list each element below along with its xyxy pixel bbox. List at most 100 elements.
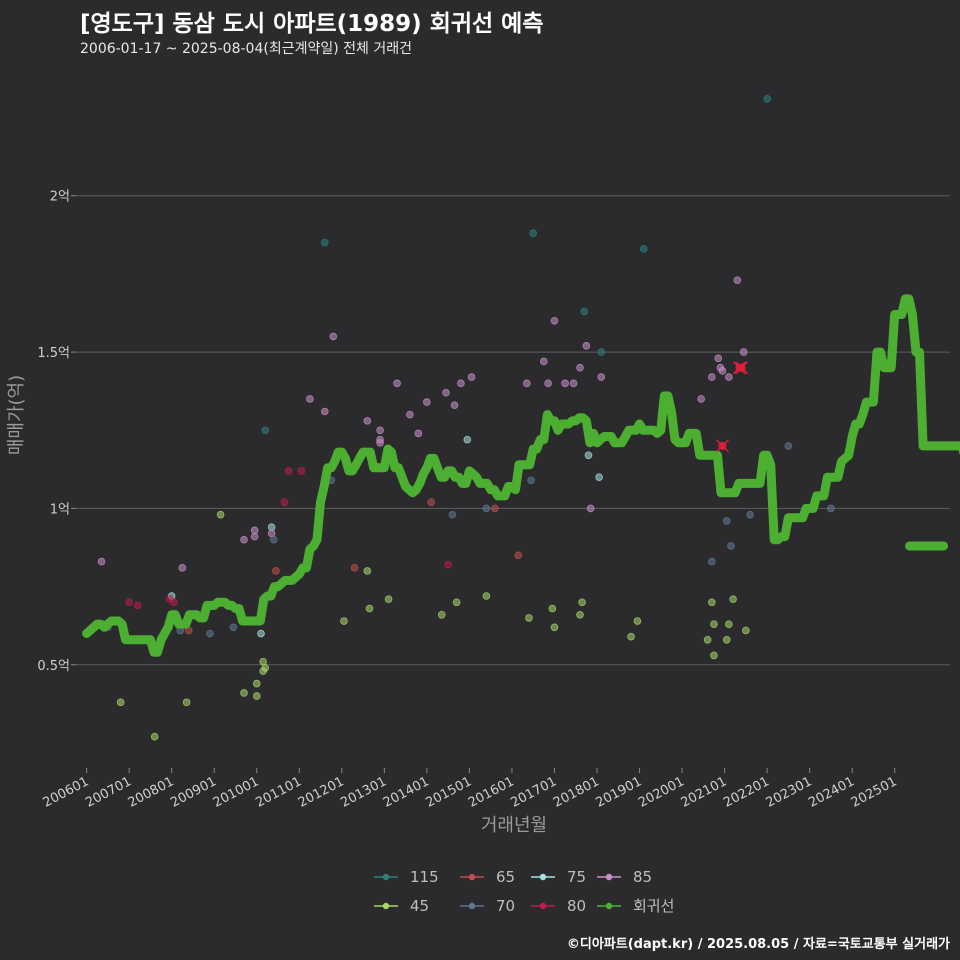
point-70 — [746, 510, 754, 519]
point-45 — [550, 623, 559, 632]
x-tick-label: 201401 — [381, 774, 432, 811]
point-115 — [597, 348, 606, 356]
point-45 — [363, 567, 372, 575]
point-85 — [376, 438, 384, 447]
point-80 — [125, 598, 133, 607]
point-75 — [595, 473, 603, 481]
point-70 — [827, 504, 835, 513]
legend-label: 45 — [410, 897, 429, 915]
point-45 — [259, 657, 267, 666]
x-tick-label: 200701 — [83, 774, 134, 811]
point-45 — [259, 667, 267, 675]
source-caption: ©디아파트(dapt.kr) / 2025.08.05 / 자료=국토교통부 실… — [566, 937, 950, 952]
gridlines — [76, 195, 950, 666]
point-85 — [597, 373, 606, 381]
point-75 — [584, 451, 593, 460]
point-70 — [727, 542, 735, 550]
chart-title: [영도구] 동삼 도시 아파트(1989) 회귀선 예측 — [80, 11, 544, 37]
point-85 — [406, 410, 414, 419]
legend-key-point — [468, 873, 476, 881]
legend-key-point — [468, 902, 476, 910]
point-45 — [578, 598, 586, 607]
regression-layer — [82, 294, 960, 657]
chart-subtitle: 2006-01-17 ~ 2025-08-04(최근계약일) 전체 거래건 — [80, 41, 412, 57]
legend-label: 80 — [567, 897, 586, 915]
point-65 — [272, 567, 280, 575]
point-85 — [97, 557, 106, 566]
point-45 — [365, 604, 374, 613]
point-45 — [710, 651, 718, 660]
scatter-points — [97, 94, 835, 741]
y-axis-ticks: 0.5억 1억 1.5억 2억 — [37, 190, 76, 674]
x-tick-label: 200801 — [126, 774, 177, 811]
legend-label: 75 — [567, 868, 586, 886]
point-85 — [467, 373, 476, 381]
x-tick-label: 201201 — [296, 774, 347, 811]
point-85 — [450, 401, 459, 410]
point-45 — [725, 620, 733, 628]
point-85 — [267, 529, 276, 538]
point-85 — [718, 367, 727, 375]
point-85 — [733, 276, 742, 284]
point-85 — [544, 379, 552, 388]
point-45 — [216, 510, 225, 519]
point-85 — [550, 316, 559, 325]
x-tick-label: 201601 — [466, 774, 517, 811]
point-70 — [722, 517, 731, 525]
x-tick-label: 201001 — [211, 774, 262, 811]
point-85 — [523, 379, 531, 388]
point-80 — [280, 498, 289, 506]
point-70 — [448, 510, 457, 519]
point-85 — [725, 373, 733, 381]
x-tick-label: 202401 — [806, 774, 857, 811]
point-85 — [739, 348, 748, 356]
point-85 — [376, 426, 384, 435]
point-65 — [514, 551, 523, 560]
point-70 — [206, 629, 214, 638]
point-85 — [561, 379, 569, 388]
legend-key-point — [539, 873, 547, 881]
point-70 — [269, 535, 278, 544]
point-85 — [423, 398, 431, 406]
legend-label: 회귀선 — [633, 897, 674, 915]
point-80 — [133, 601, 142, 610]
x-tick-label: 200901 — [168, 774, 219, 811]
point-45 — [525, 614, 533, 622]
point-45 — [633, 617, 642, 625]
point-85 — [582, 342, 591, 350]
x-axis-title: 거래년월 — [481, 815, 547, 836]
point-85 — [321, 407, 329, 416]
point-65 — [491, 504, 499, 513]
point-80 — [170, 598, 178, 607]
point-115 — [529, 229, 538, 238]
highlight-point — [718, 441, 727, 450]
legend: 115 65 75 85 45 70 80 회귀선 — [374, 868, 674, 915]
point-85 — [540, 357, 548, 366]
x-tick-label: 202301 — [764, 774, 815, 811]
point-75 — [257, 629, 265, 638]
x-tick-label: 202101 — [679, 774, 730, 811]
point-45 — [150, 732, 159, 741]
point-45 — [182, 698, 191, 707]
legend-key-point — [605, 873, 613, 881]
point-85 — [306, 395, 314, 403]
x-tick-label: 202201 — [721, 774, 772, 811]
point-45 — [252, 692, 261, 700]
point-85 — [250, 532, 259, 541]
y-axis-title: 매매가(억) — [6, 375, 27, 455]
point-85 — [442, 388, 450, 397]
point-85 — [250, 526, 259, 535]
x-tick-label: 201801 — [551, 774, 602, 811]
point-85 — [697, 395, 705, 403]
point-45 — [722, 635, 731, 644]
point-80 — [297, 467, 306, 475]
point-70 — [784, 442, 793, 450]
point-115 — [639, 245, 648, 253]
x-tick-label: 201501 — [423, 774, 474, 811]
point-85 — [240, 535, 248, 544]
point-45 — [729, 595, 737, 603]
point-45 — [576, 610, 584, 619]
point-45 — [116, 698, 125, 707]
point-70 — [482, 504, 491, 513]
point-85 — [178, 564, 187, 572]
